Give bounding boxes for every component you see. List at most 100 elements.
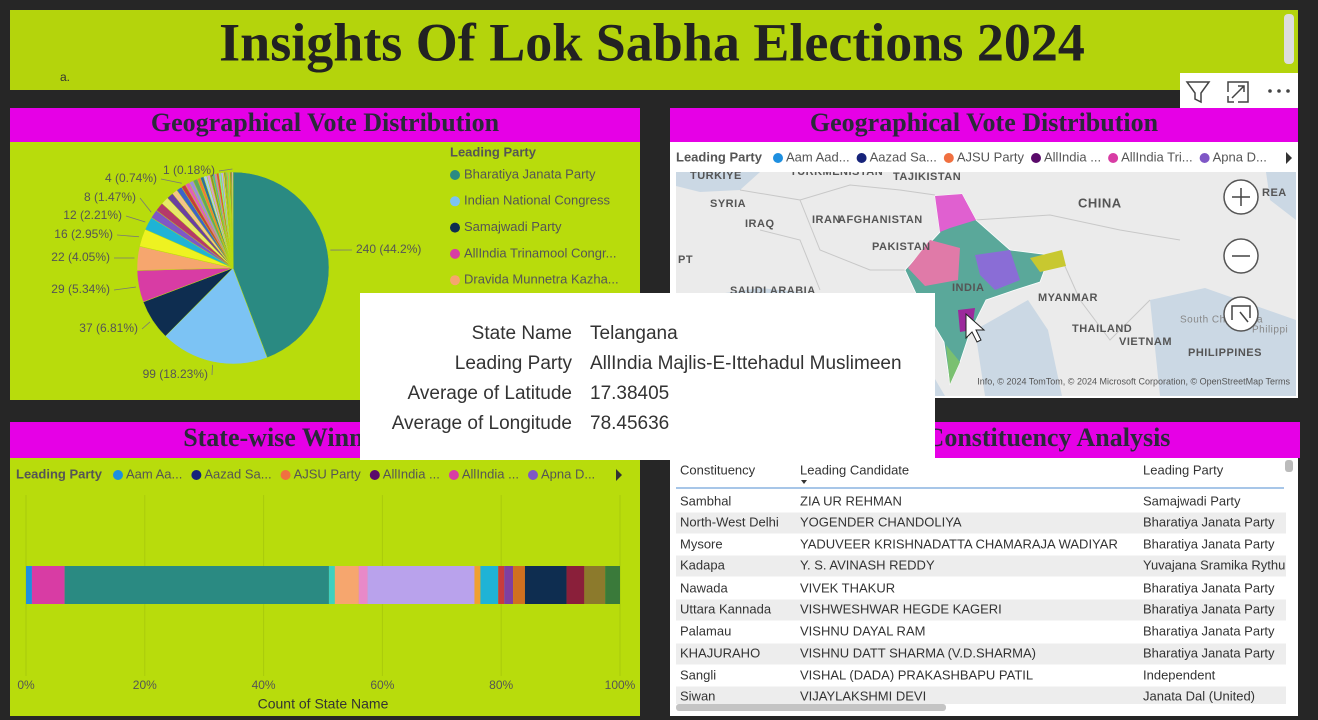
legend-label: Aam Aa... xyxy=(126,466,182,481)
h-scrollbar[interactable] xyxy=(676,704,946,711)
data-label: 240 (44.2%) xyxy=(356,242,421,256)
legend-next[interactable] xyxy=(1286,152,1292,164)
zoom-glyphs xyxy=(1231,188,1251,323)
map-title-bar xyxy=(670,108,1298,142)
legend-label: Indian National Congress xyxy=(464,193,610,208)
leader-line xyxy=(160,178,182,184)
cell: VIJAYLAKSHMI DEVI xyxy=(800,688,926,703)
visual-toolbar xyxy=(1180,73,1298,109)
legend-swatch xyxy=(450,248,460,259)
region xyxy=(975,250,1020,290)
legend-label: Bharatiya Janata Party xyxy=(464,166,596,181)
cell: VIVEK THAKUR xyxy=(800,580,895,595)
row-stripe xyxy=(676,686,1286,704)
x-tick-label: 100% xyxy=(605,678,636,692)
leader-line xyxy=(116,234,140,238)
bar-segment xyxy=(474,566,481,604)
region xyxy=(946,345,960,384)
legend-swatch xyxy=(856,153,867,163)
pie-chart: 240 (44.2%) 99 (18.23%) 37 (6.81%) 29 (5.34… xyxy=(51,163,618,381)
header-note: a. xyxy=(60,70,70,84)
data-label: 1 (0.18%) xyxy=(163,163,215,177)
bar-segment xyxy=(367,566,475,604)
legend-label: Aazad Sa... xyxy=(870,149,937,164)
focus-icon[interactable] xyxy=(1227,81,1249,103)
legend-swatch xyxy=(1108,153,1119,163)
cell: Uttara Kannada xyxy=(680,601,772,616)
pie-title-bar xyxy=(10,108,640,142)
cell: VISHWESHWAR HEGDE KAGERI xyxy=(800,601,1002,616)
legend-label: Apna D... xyxy=(541,466,595,481)
bar-segment xyxy=(334,566,359,604)
tooltip-key: Average of Latitude xyxy=(408,383,572,404)
legend-swatch xyxy=(448,470,459,480)
cell: Sambhal xyxy=(680,493,731,508)
tooltip-key: Average of Longitude xyxy=(392,413,572,434)
bar-segment xyxy=(498,566,505,604)
more-icon[interactable] xyxy=(1268,89,1290,93)
map-sea xyxy=(975,300,1062,396)
map-sea xyxy=(1150,288,1296,396)
cell: Nawada xyxy=(680,580,728,595)
leader-line xyxy=(125,215,146,223)
bar-segment xyxy=(605,566,620,604)
cell: Y. S. AVINASH REDDY xyxy=(800,557,935,572)
region xyxy=(1030,250,1066,272)
cell: VISHAL (DADA) PRAKASHBAPU PATIL xyxy=(800,667,1033,682)
cell: Mysore xyxy=(680,536,723,551)
legend-label: AJSU Party xyxy=(957,149,1025,164)
cell: Kadapa xyxy=(680,557,726,572)
bar-segment xyxy=(480,566,499,604)
legend-swatch xyxy=(280,470,291,480)
map-sea xyxy=(1266,172,1296,220)
legend-swatch xyxy=(527,470,538,480)
map-label: PAKISTAN xyxy=(872,241,931,253)
table: Constituency Leading Candidate Leading Par… xyxy=(676,462,1286,704)
cell: Bharatiya Janata Party xyxy=(1143,580,1275,595)
bar-segment xyxy=(328,566,335,604)
pie-slice xyxy=(231,171,234,269)
legend-swatch xyxy=(773,153,783,163)
scrollbar[interactable] xyxy=(1284,14,1294,64)
data-label: 22 (4.05%) xyxy=(51,250,110,264)
cell: ZIA UR REHMAN xyxy=(800,493,902,508)
bar-segment xyxy=(524,566,567,604)
map-label: REA xyxy=(1262,187,1287,199)
row-stripe xyxy=(676,599,1286,621)
tooltip-value: Telangana xyxy=(590,323,678,344)
data-label: 37 (6.81%) xyxy=(79,321,138,335)
map-label: TURKMENISTAN xyxy=(790,166,883,178)
map-label: CHINA xyxy=(1078,195,1122,210)
legend-swatch xyxy=(191,470,202,480)
bar-segment xyxy=(584,566,606,604)
cell: Sangli xyxy=(680,667,716,682)
map-label: MYANMAR xyxy=(1038,292,1098,304)
tooltip-bg xyxy=(360,293,935,460)
tooltip-key: State Name xyxy=(472,323,572,344)
legend-swatch xyxy=(450,170,460,180)
legend-swatch xyxy=(113,470,123,480)
legend-swatch xyxy=(450,196,460,207)
legend-label: Samajwadi Party xyxy=(464,219,562,234)
v-scrollbar[interactable] xyxy=(1285,460,1293,472)
map-label: IRAQ xyxy=(745,218,775,230)
bar-segment xyxy=(504,566,514,604)
map-attribution: Info, © 2024 TomTom, © 2024 Microsoft Co… xyxy=(977,376,1290,386)
leader-line xyxy=(211,364,213,376)
cell: VISHNU DAYAL RAM xyxy=(800,623,925,638)
legend-label: AllIndia Trinamool Congr... xyxy=(464,245,616,260)
filter-icon[interactable] xyxy=(1185,81,1211,104)
column-header: Leading Candidate xyxy=(800,462,909,477)
bar-segment xyxy=(358,566,368,604)
legend-label: AllIndia ... xyxy=(1044,149,1101,164)
pie-title: Geographical Vote Distribution xyxy=(151,108,500,137)
cell: Bharatiya Janata Party xyxy=(1143,514,1275,529)
map-sea xyxy=(676,172,760,192)
region xyxy=(908,240,960,286)
legend-next[interactable] xyxy=(616,469,622,481)
legend-label: AllIndia Tri... xyxy=(1121,149,1193,164)
map-label: THAILAND xyxy=(1072,323,1132,335)
cell: Palamau xyxy=(680,623,731,638)
x-tick-label: 0% xyxy=(17,678,35,692)
